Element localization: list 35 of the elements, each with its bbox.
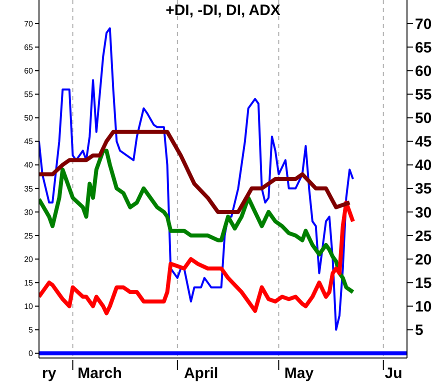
x-tick-label: Ju xyxy=(384,365,402,382)
y-tick-label: 25 xyxy=(24,231,34,240)
x-tick-label: ry xyxy=(42,365,57,382)
y-tick-label: 50 xyxy=(24,114,34,123)
y-tick-label: 60 xyxy=(24,66,34,76)
y-tick-label: 5 xyxy=(28,326,34,335)
y2-tick-label: 45 xyxy=(415,134,432,151)
y2-tick-label: 60 xyxy=(415,62,432,80)
y2-tick-label: 65 xyxy=(415,39,432,56)
y-tick-label: 15 xyxy=(24,278,34,288)
y2-tick-label: 10 xyxy=(415,298,432,316)
x-tick-label: March xyxy=(78,365,122,382)
y-tick-label: 20 xyxy=(24,254,34,264)
y2-tick-label: 70 xyxy=(415,16,432,33)
y2-tick-label: 15 xyxy=(415,274,432,292)
y2-tick-label: 40 xyxy=(415,157,432,174)
y-tick-label: 55 xyxy=(24,90,34,100)
x-tick-label: May xyxy=(284,365,314,382)
y-tick-label: 70 xyxy=(24,19,34,28)
y-tick-label: 35 xyxy=(24,184,34,194)
x-tick-label: April xyxy=(184,365,218,382)
y-tick-label: 40 xyxy=(24,160,34,170)
y2-tick-label: 55 xyxy=(415,86,432,104)
chart-title: +DI, -DI, DI, ADX xyxy=(164,2,282,19)
y2-tick-label: 5 xyxy=(415,322,424,340)
y-tick-label: 10 xyxy=(24,302,34,312)
y2-tick-label: 50 xyxy=(415,110,432,128)
y-tick-label: 30 xyxy=(24,208,34,217)
y-tick-label: 45 xyxy=(24,137,34,146)
y2-tick-label: 20 xyxy=(415,251,432,268)
y2-tick-label: 30 xyxy=(415,204,432,222)
y2-tick-label: 35 xyxy=(415,180,432,198)
y-tick-label: 65 xyxy=(24,42,34,52)
y-tick-label: 0 xyxy=(28,349,34,358)
y2-tick-label: 25 xyxy=(415,228,432,245)
